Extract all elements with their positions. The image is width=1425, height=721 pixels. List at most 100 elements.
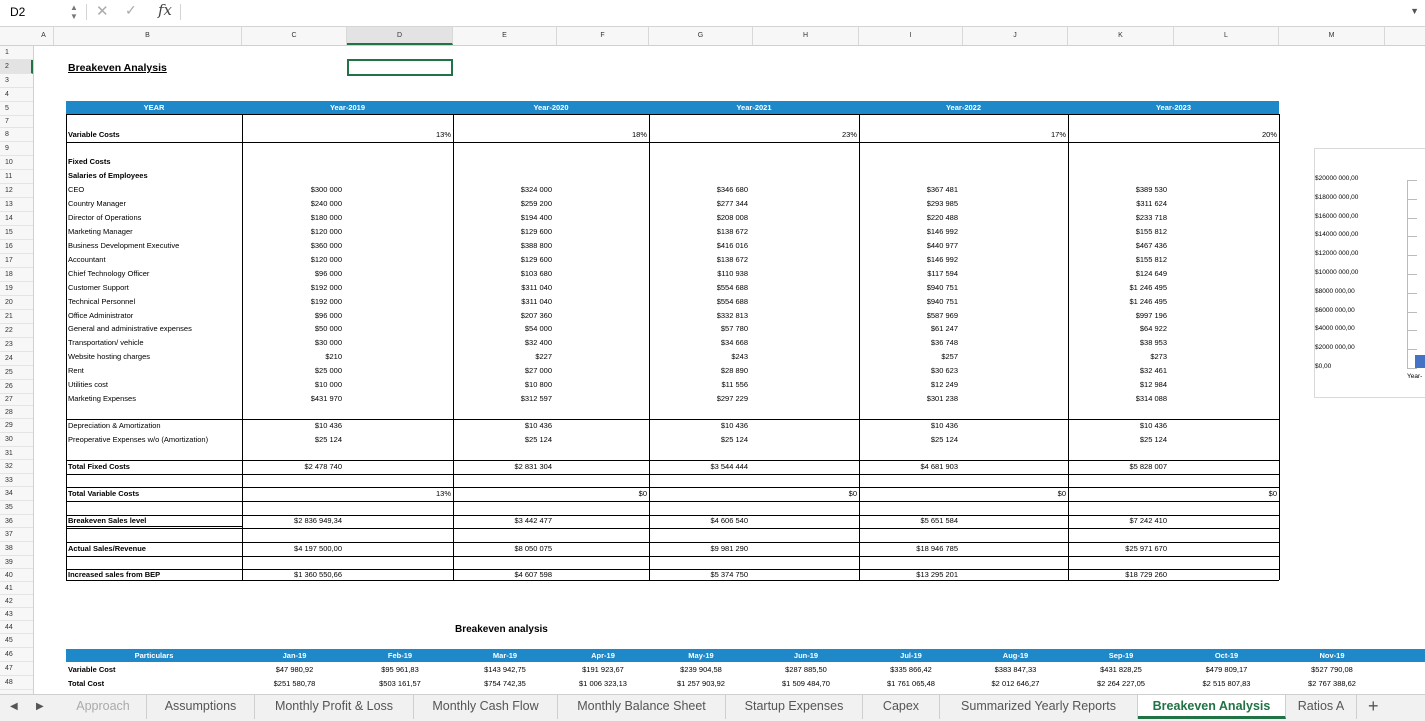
row-header-15[interactable]: 15 [0,226,33,240]
value-cell[interactable]: $129 600 [520,227,552,236]
row-header-29[interactable]: 29 [0,419,33,433]
value-cell[interactable]: $34 668 [720,338,748,347]
value-cell[interactable]: $1 246 495 [1129,283,1167,292]
value-cell[interactable]: $8 050 075 [514,544,552,553]
value-cell[interactable]: $360 000 [310,241,342,250]
column-header-b[interactable]: B [54,27,242,45]
value-cell[interactable]: 13% [435,130,451,139]
value-cell[interactable]: $233 718 [1135,213,1167,222]
value-cell[interactable]: $120 000 [310,255,342,264]
sheet-tab-ratios-a[interactable]: Ratios A [1286,695,1357,719]
monthly-value-cell[interactable]: $1 509 484,70 [782,679,830,688]
row-header-42[interactable]: 42 [0,595,33,608]
value-cell[interactable]: $129 600 [520,255,552,264]
value-cell[interactable]: $311 624 [1136,199,1167,208]
value-cell[interactable]: $243 [731,352,748,361]
value-cell[interactable]: $3 442 477 [514,516,552,525]
value-cell[interactable]: $257 [941,352,958,361]
row-header-38[interactable]: 38 [0,542,33,556]
row-header-10[interactable]: 10 [0,156,33,170]
value-cell[interactable]: $138 672 [716,227,748,236]
value-cell[interactable]: $4 681 903 [920,462,958,471]
column-header-d[interactable]: D [347,27,453,45]
value-cell[interactable]: $32 461 [1139,366,1167,375]
column-header-c[interactable]: C [242,27,347,45]
value-cell[interactable]: $293 985 [926,199,958,208]
value-cell[interactable]: $312 597 [520,394,552,403]
value-cell[interactable]: $346 680 [716,185,748,194]
row-header-19[interactable]: 19 [0,282,33,296]
row-header-35[interactable]: 35 [0,501,33,515]
value-cell[interactable]: $96 000 [314,269,342,278]
value-cell[interactable]: $25 124 [720,435,748,444]
row-header-12[interactable]: 12 [0,184,33,198]
value-cell[interactable]: $30 000 [314,338,342,347]
scroll-right-icon[interactable]: ▶ [36,701,44,712]
column-header-i[interactable]: I [859,27,963,45]
value-cell[interactable]: $12 984 [1139,380,1167,389]
monthly-value-cell[interactable]: $503 161,57 [379,679,421,688]
value-cell[interactable]: $124 649 [1135,269,1167,278]
selected-cell-d2[interactable] [347,59,453,76]
value-cell[interactable]: $155 812 [1135,227,1167,236]
row-header-36[interactable]: 36 [0,515,33,528]
value-cell[interactable]: $155 812 [1135,255,1167,264]
value-cell[interactable]: $587 969 [926,311,958,320]
value-cell[interactable]: $388 800 [520,241,552,250]
value-cell[interactable]: $2 478 740 [304,462,342,471]
add-sheet-icon[interactable]: + [1368,696,1379,716]
row-header-24[interactable]: 24 [0,352,33,366]
row-header-44[interactable]: 44 [0,621,33,634]
sheet-tab-assumptions[interactable]: Assumptions [147,695,255,719]
row-header-21[interactable]: 21 [0,310,33,324]
value-cell[interactable]: $192 000 [310,297,342,306]
worksheet-grid[interactable]: Breakeven Analysis YEAR Year-2019 Year-2020… [34,46,1425,694]
value-cell[interactable]: $389 530 [1135,185,1167,194]
value-cell[interactable]: $314 088 [1135,394,1167,403]
row-header-37[interactable]: 37 [0,528,33,542]
value-cell[interactable]: $10 436 [314,421,342,430]
row-header-1[interactable]: 1 [0,46,33,60]
value-cell[interactable]: $4 607 598 [514,570,552,579]
row-header-4[interactable]: 4 [0,88,33,102]
value-cell[interactable]: $431 970 [310,394,342,403]
value-cell[interactable]: $180 000 [310,213,342,222]
monthly-value-cell[interactable]: $143 942,75 [484,665,526,674]
value-cell[interactable]: $25 124 [524,435,552,444]
chart-bar[interactable] [1415,355,1425,368]
value-cell[interactable]: $1 360 550,66 [294,570,342,579]
row-header-48[interactable]: 48 [0,676,33,690]
column-header-g[interactable]: G [649,27,753,45]
value-cell[interactable]: $7 242 410 [1129,516,1167,525]
insert-function-icon[interactable]: fx [158,1,173,19]
value-cell[interactable]: 18% [631,130,647,139]
monthly-value-cell[interactable]: $287 885,50 [785,665,827,674]
row-header-14[interactable]: 14 [0,212,33,226]
row-header-27[interactable]: 27 [0,394,33,406]
row-header-3[interactable]: 3 [0,74,33,88]
value-cell[interactable]: $50 000 [314,324,342,333]
sheet-tab-monthly-cash-flow[interactable]: Monthly Cash Flow [414,695,558,719]
sheet-tab-breakeven-analysis[interactable]: Breakeven Analysis [1138,695,1286,719]
value-cell[interactable]: 23% [841,130,857,139]
value-cell[interactable]: $0 [1268,489,1277,498]
row-header-47[interactable]: 47 [0,662,33,676]
value-cell[interactable]: $3 544 444 [710,462,748,471]
row-header-33[interactable]: 33 [0,474,33,487]
sheet-tab-approach[interactable]: Approach [60,695,147,719]
value-cell[interactable]: $997 196 [1135,311,1167,320]
value-cell[interactable]: 13% [435,489,451,498]
value-cell[interactable]: $138 672 [716,255,748,264]
row-header-25[interactable]: 25 [0,366,33,380]
monthly-value-cell[interactable]: $251 580,78 [273,679,316,688]
value-cell[interactable]: $25 971 670 [1125,544,1167,553]
column-header-e[interactable]: E [453,27,557,45]
column-header-m[interactable]: M [1279,27,1385,45]
value-cell[interactable]: $5 828 007 [1129,462,1167,471]
value-cell[interactable]: $10 436 [930,421,958,430]
sheet-tab-capex[interactable]: Capex [863,695,940,719]
value-cell[interactable]: $301 238 [926,394,958,403]
row-header-31[interactable]: 31 [0,447,33,460]
row-header-2[interactable]: 2 [0,60,33,74]
value-cell[interactable]: $277 344 [716,199,748,208]
